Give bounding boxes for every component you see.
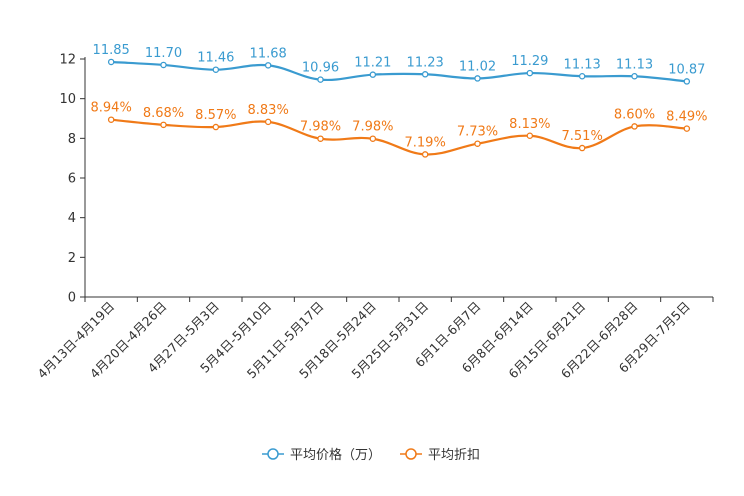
discount-point[interactable] — [526, 132, 534, 140]
discount-point[interactable] — [107, 116, 115, 123]
discount-point[interactable] — [683, 125, 691, 132]
legend-label: 平均折扣 — [428, 448, 480, 463]
series-points — [107, 58, 691, 158]
discount-point[interactable] — [578, 144, 586, 152]
price-point[interactable] — [421, 71, 429, 78]
legend-marker-icon — [267, 448, 279, 460]
series-lines — [111, 60, 687, 156]
legend-marker-icon — [405, 448, 417, 460]
price-point[interactable] — [212, 66, 220, 73]
price-point[interactable] — [369, 71, 377, 78]
price-series-line — [111, 60, 687, 83]
x-axis-tick-labels: 4月13日-4月19日4月20日-4月26日4月27日-5月3日5月4日-5月1… — [34, 299, 693, 382]
price-point[interactable] — [264, 62, 272, 69]
discount-data-label: 7.98% — [300, 120, 341, 135]
discount-data-label: 7.19% — [405, 135, 446, 150]
price-data-label: 10.87 — [668, 62, 705, 77]
discount-point[interactable] — [474, 140, 481, 147]
legend-item-price[interactable]: 平均价格（万） — [262, 447, 381, 463]
price-point[interactable] — [474, 75, 481, 82]
price-point[interactable] — [683, 78, 691, 85]
discount-data-label: 7.98% — [352, 120, 393, 135]
price-data-label: 11.02 — [459, 59, 496, 74]
price-point[interactable] — [526, 69, 534, 77]
discount-point[interactable] — [631, 123, 638, 130]
price-data-label: 11.46 — [197, 51, 234, 66]
legend-label: 平均价格（万） — [290, 447, 381, 463]
discount-point[interactable] — [264, 118, 272, 126]
discount-data-label: 8.57% — [195, 108, 236, 123]
data-labels: 11.85 11.70 11.46 11.68 10.96 11.21 11.23 11.02… — [91, 43, 708, 150]
price-data-label: 11.70 — [145, 46, 182, 61]
price-data-label: 11.29 — [511, 54, 548, 69]
discount-data-label: 8.94% — [91, 101, 132, 116]
discount-point[interactable] — [317, 135, 324, 142]
y-tick-label: 4 — [68, 211, 76, 226]
y-tick-label: 8 — [68, 132, 76, 147]
price-point[interactable] — [107, 58, 115, 66]
discount-data-label: 8.13% — [509, 117, 550, 132]
discount-data-label: 7.73% — [457, 125, 498, 140]
price-data-label: 11.85 — [93, 43, 130, 58]
y-tick-label: 0 — [68, 291, 76, 306]
y-tick-label: 6 — [68, 172, 76, 187]
price-data-label: 11.13 — [616, 57, 653, 72]
price-point[interactable] — [631, 73, 638, 80]
price-data-label: 11.13 — [564, 57, 601, 72]
discount-point[interactable] — [421, 151, 429, 158]
price-data-label: 11.68 — [250, 46, 287, 61]
price-point[interactable] — [317, 76, 324, 83]
y-tick-label: 2 — [68, 251, 76, 266]
discount-data-label: 8.83% — [248, 103, 289, 118]
price-point[interactable] — [578, 73, 586, 80]
y-axis-tick-labels: 0 2 4 6 8 10 12 — [59, 53, 76, 306]
discount-point[interactable] — [369, 135, 377, 142]
price-data-label: 11.21 — [354, 56, 391, 71]
discount-data-label: 8.49% — [666, 110, 707, 125]
discount-point[interactable] — [212, 123, 220, 131]
discount-data-label: 8.60% — [614, 107, 655, 122]
discount-series-line — [111, 118, 687, 156]
discount-data-label: 8.68% — [143, 106, 184, 121]
y-tick-label: 12 — [59, 53, 76, 68]
y-tick-label: 10 — [59, 92, 76, 107]
discount-data-label: 7.51% — [562, 129, 603, 144]
price-data-label: 10.96 — [302, 61, 339, 76]
discount-point[interactable] — [160, 121, 167, 129]
legend-item-discount[interactable]: 平均折扣 — [400, 448, 480, 463]
legend[interactable]: 平均价格（万） 平均折扣 — [262, 447, 480, 463]
price-point[interactable] — [160, 61, 167, 69]
price-data-label: 11.23 — [407, 55, 444, 70]
axes — [80, 57, 714, 302]
